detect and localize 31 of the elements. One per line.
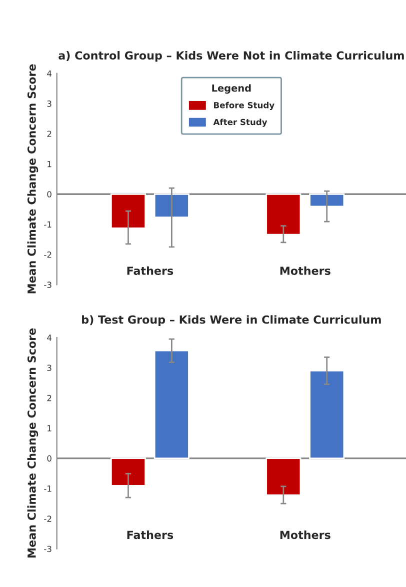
y-tick-label: 0 <box>47 455 52 462</box>
bar <box>309 370 345 459</box>
y-tick-label: 1 <box>48 161 52 168</box>
y-tick-label: -1 <box>44 221 52 228</box>
y-tick-label: 2 <box>47 394 52 402</box>
x-tick-label: Mothers <box>280 530 330 540</box>
y-tick-label: -3 <box>44 282 52 288</box>
y-tick-label: 4 <box>47 334 52 341</box>
y-tick-label: 4 <box>47 70 52 77</box>
y-tick-label: -2 <box>44 251 52 258</box>
bar <box>154 350 190 459</box>
legend-label: After Study <box>213 118 268 127</box>
x-tick-label: Mothers <box>280 266 330 275</box>
legend-label: Before Study <box>214 102 274 110</box>
y-tick-label: 0 <box>47 191 52 198</box>
y-axis-title: Mean Climate Change Concern Score <box>27 64 38 294</box>
x-tick-label: Fathers <box>127 530 174 540</box>
y-tick-label: 3 <box>47 100 52 107</box>
y-tick-label: 1 <box>48 425 52 432</box>
y-tick-label: 2 <box>47 130 52 137</box>
y-tick-label: 3 <box>47 364 52 371</box>
y-tick-label: -3 <box>44 546 52 552</box>
x-tick-label: Fathers <box>127 266 174 275</box>
y-axis-title: Mean Climate Change Concern Score <box>27 328 38 558</box>
y-tick-label: -1 <box>44 486 52 492</box>
legend-title: Legend <box>212 84 251 94</box>
bar <box>110 458 146 486</box>
y-tick-label: -2 <box>44 516 52 522</box>
chart-title: a) Control Group – Kids Were Not in Climate Curriculum <box>58 51 404 62</box>
chart-title: b) Test Group – Kids Were in Climate Curriculum <box>82 315 381 326</box>
bar <box>266 458 302 496</box>
